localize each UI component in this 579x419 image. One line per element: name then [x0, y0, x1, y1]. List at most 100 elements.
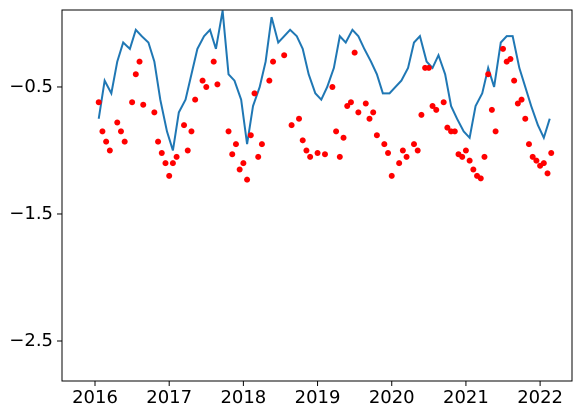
point — [99, 128, 106, 135]
point — [258, 141, 265, 148]
point — [470, 166, 477, 173]
point — [121, 138, 128, 145]
point — [451, 128, 458, 135]
plot-frame — [61, 9, 573, 382]
point — [106, 147, 113, 154]
line — [97, 10, 551, 151]
y-tick-label: −0.5 — [9, 76, 53, 97]
point — [440, 99, 447, 106]
point — [225, 128, 232, 135]
point — [210, 58, 217, 65]
y-tick-label: −2.5 — [9, 330, 53, 351]
point — [433, 106, 440, 113]
point — [314, 150, 321, 157]
point — [355, 109, 362, 116]
point — [418, 111, 425, 118]
point — [381, 141, 388, 148]
point — [129, 99, 136, 106]
point — [403, 153, 410, 160]
point — [266, 77, 273, 84]
point — [485, 71, 492, 78]
point — [321, 151, 328, 158]
x-tick-label: 2022 — [517, 387, 563, 408]
point — [477, 175, 484, 182]
y-tick-label: −1.5 — [9, 203, 53, 224]
point — [481, 153, 488, 160]
point — [117, 128, 124, 135]
point — [410, 141, 417, 148]
point — [462, 147, 469, 154]
point — [429, 103, 436, 110]
point — [251, 90, 258, 97]
point — [444, 124, 451, 131]
point — [466, 157, 473, 164]
point — [522, 115, 529, 122]
point — [514, 100, 521, 107]
point — [548, 150, 555, 157]
point — [299, 137, 306, 144]
x-tick-label: 2017 — [146, 387, 192, 408]
point — [525, 141, 532, 148]
point — [303, 147, 310, 154]
point — [132, 71, 139, 78]
point — [385, 150, 392, 157]
point — [114, 119, 121, 126]
point — [136, 58, 143, 65]
point — [95, 99, 102, 106]
point — [214, 81, 221, 88]
point — [244, 176, 251, 183]
point — [166, 172, 173, 179]
point — [140, 101, 147, 108]
point — [247, 132, 254, 139]
point — [333, 128, 340, 135]
plot-area — [62, 10, 572, 381]
point — [511, 77, 518, 84]
point — [236, 166, 243, 173]
point — [192, 96, 199, 103]
point — [203, 83, 210, 90]
point — [270, 58, 277, 65]
x-tick-label: 2020 — [369, 387, 415, 408]
point — [184, 147, 191, 154]
point — [488, 106, 495, 113]
point — [347, 99, 354, 106]
point — [255, 153, 262, 160]
point — [240, 160, 247, 167]
point — [518, 96, 525, 103]
point — [307, 153, 314, 160]
point — [425, 64, 432, 71]
point — [362, 100, 369, 107]
point — [529, 153, 536, 160]
point — [344, 103, 351, 110]
point — [540, 160, 547, 167]
point — [414, 147, 421, 154]
point — [370, 109, 377, 116]
x-tick-label: 2021 — [443, 387, 489, 408]
point — [188, 128, 195, 135]
point — [544, 170, 551, 177]
point — [459, 153, 466, 160]
point — [151, 109, 158, 116]
point — [162, 160, 169, 167]
point — [155, 138, 162, 145]
point — [500, 45, 507, 52]
point — [169, 160, 176, 167]
point — [366, 115, 373, 122]
point — [158, 150, 165, 157]
point — [340, 134, 347, 141]
point — [388, 172, 395, 179]
point — [533, 157, 540, 164]
point — [288, 122, 295, 129]
point — [232, 141, 239, 148]
point — [396, 160, 403, 167]
point — [336, 153, 343, 160]
x-tick-label: 2019 — [295, 387, 341, 408]
point — [181, 122, 188, 129]
x-tick-label: 2018 — [220, 387, 266, 408]
point — [351, 49, 358, 56]
point — [399, 147, 406, 154]
point — [507, 56, 514, 63]
point — [329, 83, 336, 90]
point — [229, 151, 236, 158]
